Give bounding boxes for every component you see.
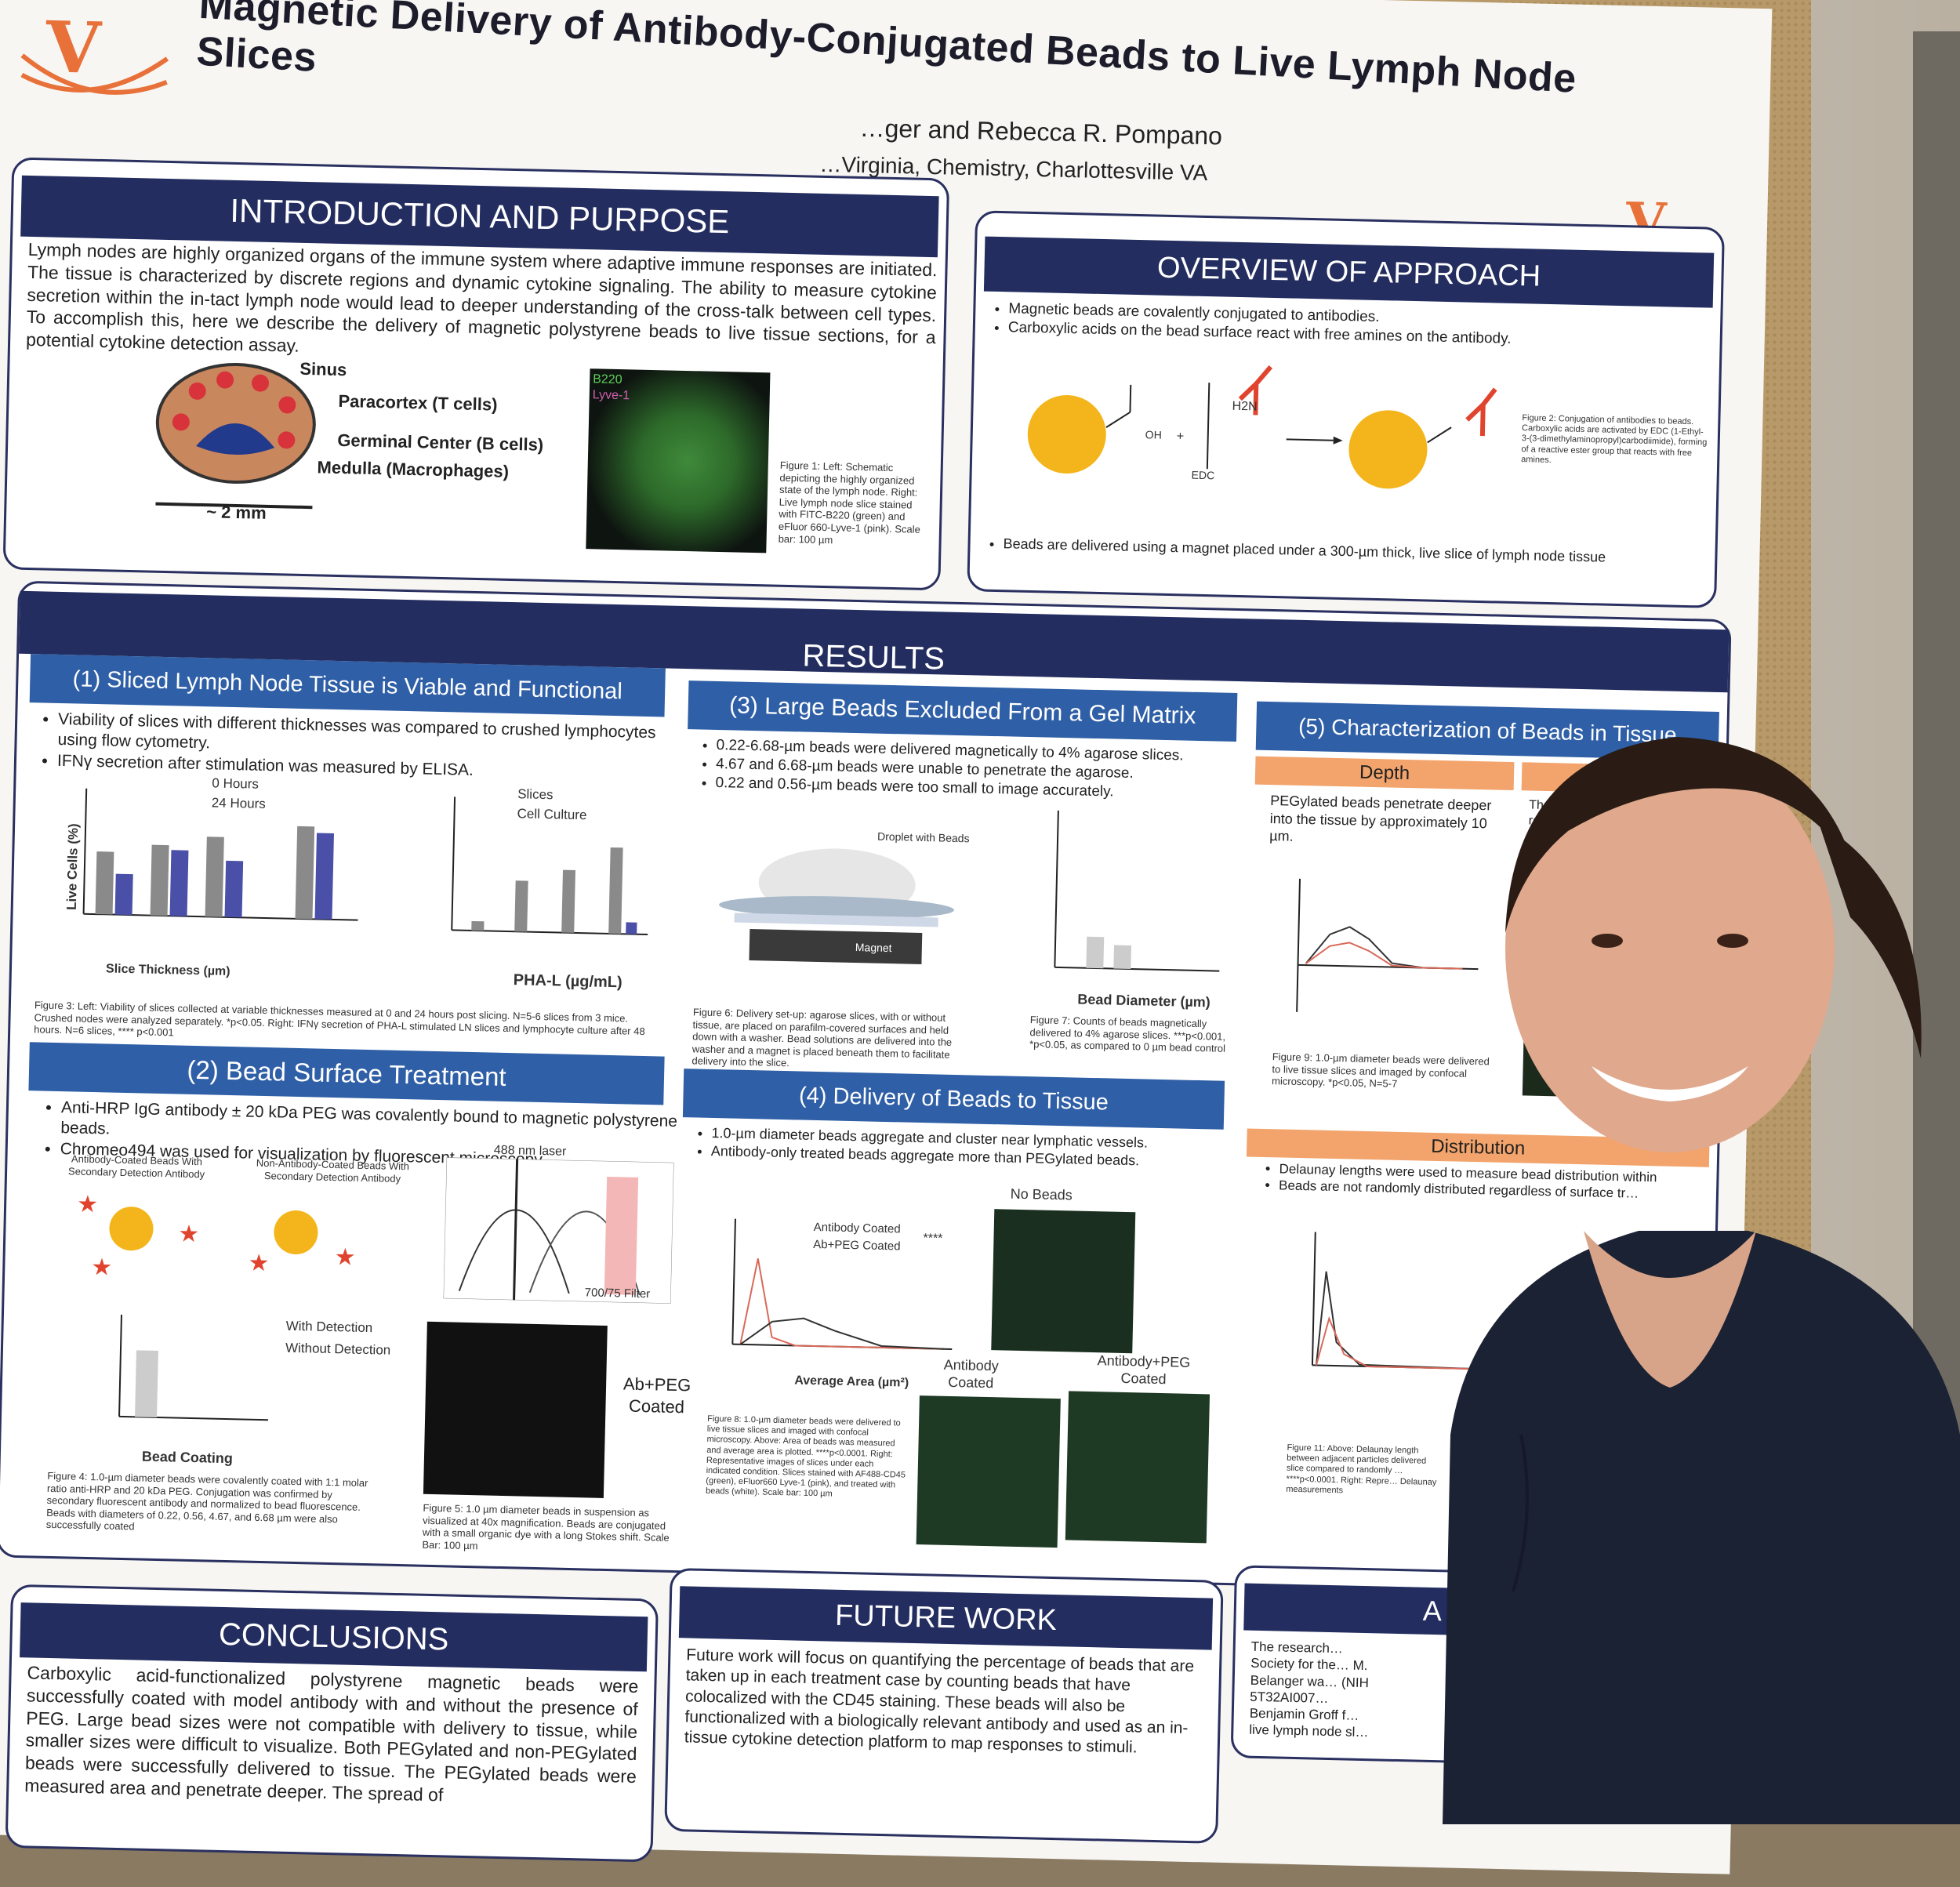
laser-label: 488 nm laser [493, 1143, 567, 1159]
svg-text:★: ★ [77, 1192, 99, 1218]
bead-label-with: Antibody-Coated Beads With Secondary Det… [67, 1152, 205, 1180]
stain-label-lyve1: Lyve-1 [592, 388, 630, 403]
viability-chart [82, 788, 358, 921]
crossed-sabers-icon: V [20, 5, 169, 95]
overview-bullet-3: Beads are delivered using a magnet place… [985, 535, 1708, 568]
svg-text:★: ★ [334, 1244, 356, 1271]
s2-legend-with: With Detection [285, 1318, 373, 1336]
s2-heading: (2) Bead Surface Treatment [28, 1042, 665, 1105]
filter-label: 700/75 Filter [584, 1286, 651, 1301]
overview-bullet: Beads are delivered using a magnet place… [1003, 535, 1708, 568]
antibody-coated-image [916, 1395, 1061, 1548]
setup-magnet-label: Magnet [855, 941, 892, 955]
s3-xlabel: Bead Diameter (µm) [1077, 991, 1211, 1011]
svg-text:★: ★ [178, 1221, 200, 1248]
s4-legend-abpeg: Ab+PEG Coated [813, 1237, 901, 1254]
future-body: Future work will focus on quantifying th… [684, 1646, 1195, 1757]
conclusions-heading: CONCLUSIONS [20, 1602, 648, 1672]
figure-8-caption: Figure 8: 1.0-µm diameter beads were del… [705, 1413, 906, 1499]
ab-peg-label: Ab+PEG Coated [622, 1374, 691, 1417]
bead-count-chart [1054, 810, 1220, 972]
svg-text:★: ★ [91, 1254, 113, 1281]
results-panel: RESULTS (1) Sliced Lymph Node Tissue is … [0, 580, 1732, 1596]
s2-xlabel: Bead Coating [141, 1448, 234, 1467]
presenter-photo [1443, 737, 1960, 1824]
conclusions-body: Carboxylic acid-functionalized polystyre… [24, 1662, 639, 1805]
s3-bullets: 0.22-6.68-µm beads were delivered magnet… [698, 735, 1249, 804]
antibody-coated-label: Antibody Coated [943, 1356, 1000, 1391]
conjugation-diagram [1027, 365, 1497, 489]
label-medulla: Medulla (Macrophages) [317, 457, 510, 481]
intro-panel: INTRODUCTION AND PURPOSE Lymph nodes are… [2, 157, 950, 591]
uva-logo-left: V [13, 0, 172, 110]
s1-legend-culture: Cell Culture [517, 806, 587, 823]
chem-oh: OH [1145, 428, 1162, 441]
no-beads-image [991, 1209, 1136, 1354]
no-beads-label: No Beads [1010, 1185, 1073, 1203]
s3-heading: (3) Large Beads Excluded From a Gel Matr… [688, 680, 1238, 742]
figure-1-caption: Figure 1: Left: Schematic depicting the … [778, 459, 921, 546]
s2-legend-without: Without Detection [285, 1340, 391, 1358]
poster: V V Magnetic Delivery of Antibody-Conjug… [0, 0, 1772, 1874]
stain-label-b220: B220 [593, 372, 622, 387]
future-panel: FUTURE WORK Future work will focus on qu… [664, 1567, 1224, 1844]
bead-suspension-image [423, 1321, 608, 1498]
delivery-setup-diagram [719, 848, 954, 964]
scale-label: ~ 2 mm [205, 502, 267, 523]
bead-label-without: Non-Antibody-Coated Beads With Secondary… [256, 1156, 410, 1185]
future-heading: FUTURE WORK [678, 1586, 1214, 1650]
delaunay-chart [1311, 1232, 1485, 1370]
s4-bullets: 1.0-µm diameter beads aggregate and clus… [694, 1123, 1245, 1171]
label-sinus: Sinus [299, 358, 347, 380]
poster-frame: V V Magnetic Delivery of Antibody-Conjug… [0, 0, 1795, 1864]
ifng-chart [451, 797, 648, 936]
label-paracortex: Paracortex (T cells) [338, 390, 498, 415]
figure-5-caption: Figure 5: 1.0 µm diameter beads in suspe… [422, 1501, 670, 1552]
s4-heading: (4) Delivery of Beads to Tissue [682, 1069, 1225, 1130]
bead-schematic: ★ ★ ★ ★ ★ [77, 1192, 356, 1281]
figure-6-caption: Figure 6: Delivery set-up: agarose slice… [691, 1006, 953, 1069]
abpeg-coated-image [1065, 1391, 1210, 1544]
depth-chart [1296, 878, 1479, 1012]
area-histogram-chart [731, 1218, 953, 1350]
conclusions-panel: CONCLUSIONS Carboxylic acid-functionaliz… [5, 1584, 659, 1863]
chem-h2n: H2N [1232, 399, 1258, 414]
setup-droplet-label: Droplet with Beads [877, 829, 970, 845]
s4-legend-ab: Antibody Coated [813, 1220, 901, 1236]
intro-body: Lymph nodes are highly organized organs … [25, 238, 938, 356]
figure-7-caption: Figure 7: Counts of beads magnetically d… [1029, 1014, 1226, 1054]
s1-legend-0h: 0 Hours [212, 775, 260, 792]
svg-text:★: ★ [248, 1250, 270, 1277]
lymph-node-schematic [155, 362, 316, 510]
s4-xlabel: Average Area (µm²) [794, 1374, 909, 1390]
s1-ylabel: Live Cells (%) [64, 823, 82, 911]
overview-bullets: Magnetic beads are covalently conjugated… [991, 299, 1715, 353]
figure-2-caption: Figure 2: Conjugation of antibodies to b… [1521, 413, 1708, 465]
s1-legend-slices: Slices [517, 786, 554, 803]
chem-plus: + [1176, 430, 1185, 444]
abpeg-coated-label: Antibody+PEG Coated [1097, 1352, 1191, 1387]
label-germinal-center: Germinal Center (B cells) [337, 430, 544, 455]
spectrum-chart [443, 1157, 674, 1304]
overview-heading: OVERVIEW OF APPROACH [983, 236, 1715, 308]
s4-sig: **** [923, 1232, 943, 1246]
chem-edc: EDC [1191, 468, 1215, 482]
fluorescence-chart [118, 1314, 269, 1421]
s1-xlabel: Slice Thickness (µm) [105, 962, 230, 978]
figure-4-caption: Figure 4: 1.0-µm diameter beads were cov… [45, 1469, 368, 1533]
lymph-node-image: B220 Lyve-1 [586, 368, 771, 553]
s1-legend-24h: 24 Hours [211, 795, 267, 811]
figure-3-caption: Figure 3: Left: Viability of slices coll… [34, 999, 645, 1039]
overview-panel: OVERVIEW OF APPROACH Magnetic beads are … [967, 210, 1725, 608]
ack-body: The research… Society for the… M. Belang… [1249, 1638, 1370, 1740]
s1-xlabel2: PHA-L (µg/mL) [513, 971, 622, 992]
